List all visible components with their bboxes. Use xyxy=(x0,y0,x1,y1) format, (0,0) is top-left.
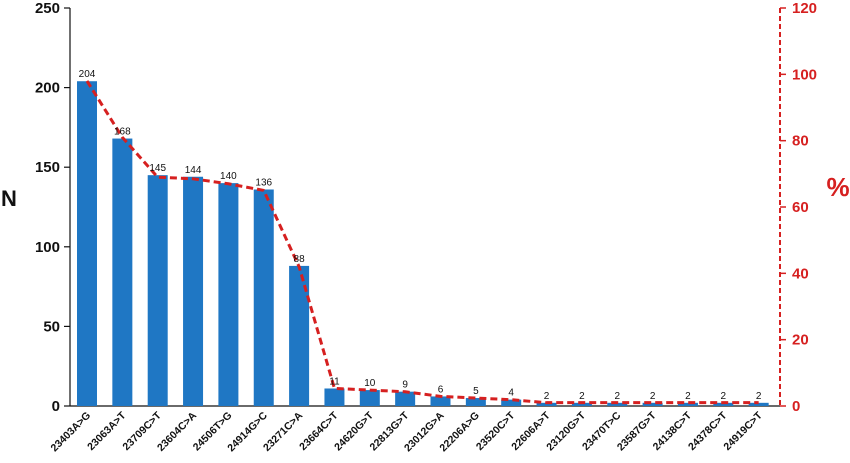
bar-value-label: 136 xyxy=(255,177,272,188)
y-tick-label: 250 xyxy=(35,0,60,17)
bar xyxy=(571,402,592,406)
y2-tick-label: 20 xyxy=(792,332,809,349)
right-axis: 0 20 40 60 80 100 120 xyxy=(779,0,817,415)
y2-tick-label: 80 xyxy=(792,133,809,150)
category-labels: 23403A>G23063A>T23709C>T23604C>A24506T>G… xyxy=(49,409,766,454)
bar-value-label: 2 xyxy=(756,391,762,402)
y2-tick-label: 60 xyxy=(792,199,809,216)
bar xyxy=(536,402,557,406)
y-tick-label: 0 xyxy=(52,398,60,415)
bar-series xyxy=(77,81,769,407)
y2-tick-label: 120 xyxy=(792,0,817,17)
y2-tick-label: 100 xyxy=(792,66,817,83)
bar xyxy=(112,138,133,406)
bar xyxy=(147,175,168,406)
bar-value-label: 10 xyxy=(364,378,376,389)
bar-value-label: 145 xyxy=(149,163,166,174)
data-labels: 204 168 145 144 140 136 88 11 10 9 6 5 4 2 2 2 2 2 2 2 xyxy=(79,69,762,402)
bar-value-label: 9 xyxy=(402,380,408,391)
y-tick-label: 100 xyxy=(35,239,60,256)
y2-tick-label: 0 xyxy=(792,398,800,415)
bar-value-label: 2 xyxy=(614,391,620,402)
y-tick-label: 150 xyxy=(35,159,60,176)
bar xyxy=(218,183,239,406)
y2-tick-label: 40 xyxy=(792,265,809,282)
percent-line xyxy=(85,80,759,405)
bar-value-label: 2 xyxy=(721,391,727,402)
bar-value-label: 204 xyxy=(79,69,96,80)
bar xyxy=(395,391,416,406)
bar-value-label: 6 xyxy=(438,384,444,395)
bar xyxy=(77,81,97,407)
bar xyxy=(289,265,310,406)
bar-value-label: 11 xyxy=(329,376,340,387)
bar xyxy=(748,402,769,406)
bar xyxy=(430,396,451,406)
bar-value-label: 4 xyxy=(508,388,514,399)
bar xyxy=(713,402,734,406)
bar xyxy=(677,402,698,406)
bar-value-label: 2 xyxy=(685,391,691,402)
bar xyxy=(253,189,274,406)
bar-value-label: 168 xyxy=(114,127,131,138)
bar-value-label: 5 xyxy=(473,386,479,397)
y-tick-label: 50 xyxy=(43,318,60,335)
bar xyxy=(183,176,204,406)
bar-value-label: 2 xyxy=(650,391,656,402)
bar-value-label: 140 xyxy=(220,171,237,182)
category-label: 23403A>G xyxy=(49,410,94,455)
bar xyxy=(359,390,380,406)
bar-value-label: 144 xyxy=(185,165,202,176)
bar-value-label: 2 xyxy=(579,391,585,402)
bar xyxy=(642,402,663,406)
bar-value-label: 2 xyxy=(544,391,550,402)
y2-axis-title: % xyxy=(826,172,849,202)
y-tick-label: 200 xyxy=(35,80,60,97)
bar xyxy=(607,402,628,406)
bar xyxy=(465,398,486,406)
bar xyxy=(501,399,522,406)
bar xyxy=(324,388,345,406)
percent-line-series xyxy=(85,80,759,405)
bar-value-label: 88 xyxy=(294,254,306,265)
y-axis-title: N xyxy=(1,186,17,211)
left-axis: 0 50 100 150 200 250 xyxy=(35,0,780,415)
category-label: 24919C>T xyxy=(721,409,765,453)
